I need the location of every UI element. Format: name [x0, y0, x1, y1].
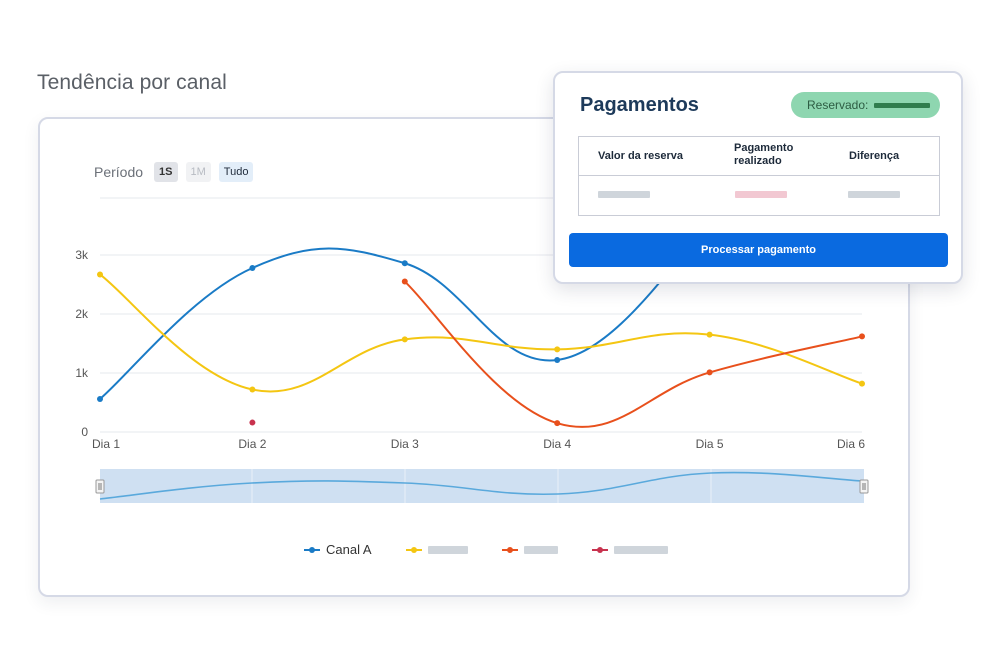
- legend-swatch: [501, 544, 518, 556]
- period-label: Período: [94, 164, 144, 180]
- header-difference: Diferença: [849, 150, 900, 162]
- legend-label: Canal A: [326, 542, 372, 557]
- navigator-handle: [95, 479, 105, 494]
- x-tick-label: Dia 3: [391, 437, 419, 451]
- period-1s-button[interactable]: 1S: [154, 162, 178, 182]
- data-point: [401, 336, 408, 343]
- reserved-badge: Reservado:: [791, 92, 940, 118]
- data-point: [554, 346, 561, 353]
- x-tick-label: Dia 5: [696, 437, 724, 451]
- data-point: [401, 260, 408, 267]
- x-tick-label: Dia 6: [837, 437, 865, 451]
- y-tick-label: 3k: [75, 248, 89, 262]
- payment-card: Pagamentos Reservado: Valor da reserva P…: [553, 71, 963, 284]
- data-point: [859, 380, 865, 387]
- reserved-badge-label: Reservado:: [807, 98, 869, 112]
- period-1m-button[interactable]: 1M: [185, 162, 211, 182]
- legend-item-series-2[interactable]: [405, 544, 468, 556]
- legend-swatch: [591, 544, 608, 556]
- data-point: [401, 278, 408, 285]
- reserved-value-placeholder: [874, 102, 931, 108]
- payment-title: Pagamentos: [580, 94, 699, 116]
- data-point: [97, 271, 103, 278]
- series-line-3: [404, 280, 863, 428]
- difference-placeholder: [848, 191, 900, 198]
- legend-swatch: [304, 544, 320, 556]
- legend-item-series-4[interactable]: [591, 544, 668, 556]
- period-all-button[interactable]: Tudo: [218, 162, 254, 182]
- period-selector: Período 1S 1M Tudo: [94, 162, 261, 182]
- navigator-line: [99, 471, 863, 500]
- payment-table-header: Valor da reserva Pagamento realizado Dif…: [579, 137, 939, 176]
- data-point: [706, 369, 713, 376]
- x-tick-label: Dia 4: [543, 437, 571, 451]
- data-point: [249, 386, 256, 393]
- page-title: Tendência por canal: [37, 71, 227, 94]
- data-point: [554, 420, 561, 427]
- x-tick-label: Dia 1: [92, 437, 120, 451]
- legend-item-canal-a[interactable]: Canal A: [304, 542, 372, 557]
- reservation-value-placeholder: [598, 191, 650, 198]
- legend-label-placeholder: [427, 545, 468, 554]
- navigator-handle: [859, 479, 869, 494]
- y-tick-label: 1k: [75, 366, 89, 380]
- legend-label-placeholder: [523, 545, 558, 554]
- data-point: [554, 357, 561, 364]
- header-payment-made: Pagamento realizado: [734, 142, 794, 167]
- chart-legend: Canal A: [304, 542, 702, 557]
- legend-item-series-3[interactable]: [501, 544, 558, 556]
- payment-made-placeholder: [735, 191, 787, 198]
- y-tick-label: 0: [81, 425, 88, 439]
- data-point: [859, 333, 865, 340]
- legend-swatch: [405, 544, 422, 556]
- x-tick-label: Dia 2: [238, 437, 266, 451]
- legend-label-placeholder: [613, 545, 668, 554]
- series-line-2: [99, 273, 863, 393]
- process-payment-button[interactable]: Processar pagamento: [569, 233, 948, 267]
- data-point: [249, 264, 256, 271]
- navigator-band: [100, 469, 864, 503]
- data-point: [706, 331, 713, 338]
- payment-table: Valor da reserva Pagamento realizado Dif…: [578, 136, 940, 216]
- data-point: [97, 395, 103, 402]
- header-reservation-value: Valor da reserva: [598, 150, 684, 162]
- y-tick-label: 2k: [75, 307, 89, 321]
- data-point: [249, 419, 256, 426]
